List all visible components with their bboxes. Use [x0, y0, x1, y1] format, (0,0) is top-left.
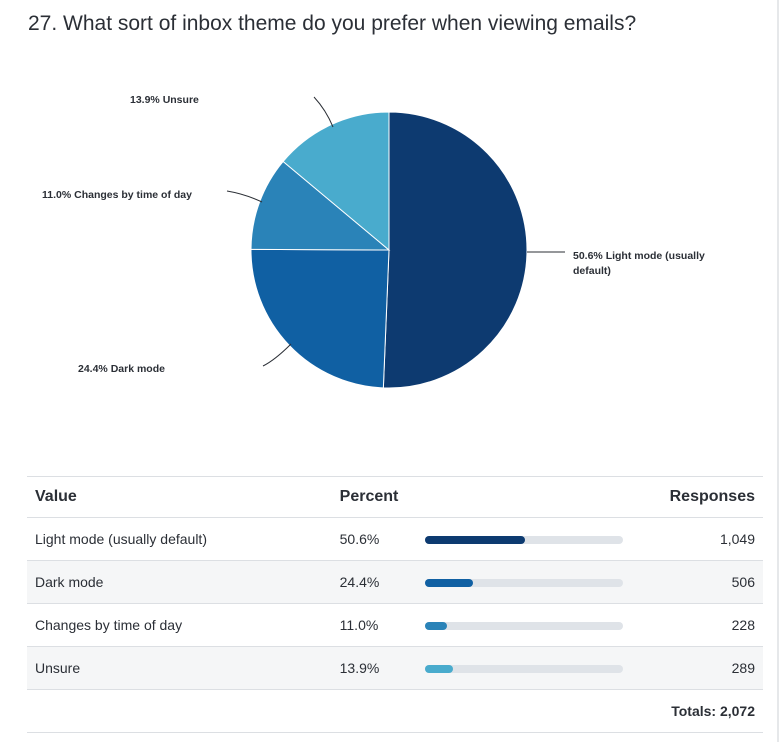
row-bar-cell — [417, 560, 662, 604]
right-border — [777, 0, 779, 742]
table-row: Dark mode 24.4% 506 — [27, 560, 763, 604]
row-bar-cell — [417, 517, 662, 561]
totals-text: Totals: 2,072 — [27, 689, 763, 733]
progress-track — [425, 536, 624, 545]
row-value: Changes by time of day — [27, 603, 332, 647]
pie-chart: 50.6% Light mode (usually default) 24.4%… — [42, 94, 708, 389]
row-bar-cell — [417, 603, 662, 647]
slice-label-dark: 24.4% Dark mode — [78, 363, 165, 375]
results-table: Value Percent Responses Light mode (usua… — [27, 476, 763, 733]
totals-row: Totals: 2,072 — [27, 689, 763, 733]
row-bar-cell — [417, 646, 662, 690]
leader-line-unsure — [313, 96, 334, 128]
progress-fill — [425, 665, 453, 674]
table-row: Unsure 13.9% 289 — [27, 646, 763, 690]
header-responses: Responses — [661, 476, 763, 518]
pie-slice-changes-by-time — [250, 160, 391, 251]
row-value: Light mode (usually default) — [27, 517, 332, 561]
table-row: Changes by time of day 11.0% 228 — [27, 603, 763, 647]
row-responses: 228 — [661, 603, 763, 647]
slice-label-unsure: 13.9% Unsure — [130, 94, 199, 106]
slice-label-changes: 11.0% Changes by time of day — [42, 189, 192, 201]
header-percent: Percent — [331, 476, 418, 518]
row-percent: 13.9% — [331, 646, 418, 690]
leader-line-dark — [262, 343, 292, 367]
row-responses: 289 — [661, 646, 763, 690]
table-header-row: Value Percent Responses — [27, 476, 763, 518]
row-percent: 11.0% — [331, 603, 418, 647]
question-title: 27. What sort of inbox theme do you pref… — [28, 12, 637, 35]
progress-track — [425, 665, 624, 674]
header-value: Value — [27, 476, 332, 518]
pie-slice-dark-mode — [250, 248, 390, 389]
row-value: Unsure — [27, 646, 332, 690]
pie-slice-light-mode — [382, 111, 528, 389]
row-value: Dark mode — [27, 560, 332, 604]
row-percent: 50.6% — [331, 517, 418, 561]
progress-fill — [425, 536, 526, 545]
progress-track — [425, 579, 624, 588]
row-responses: 506 — [661, 560, 763, 604]
progress-fill — [425, 622, 447, 631]
leader-line-changes — [226, 190, 263, 203]
table-row: Light mode (usually default) 50.6% 1,049 — [27, 517, 763, 561]
progress-fill — [425, 579, 474, 588]
row-responses: 1,049 — [661, 517, 763, 561]
slice-label-light: 50.6% Light mode (usually default) — [573, 250, 708, 277]
progress-track — [425, 622, 624, 631]
pie-slice-unsure — [282, 111, 390, 252]
row-percent: 24.4% — [331, 560, 418, 604]
header-bar — [417, 476, 662, 518]
